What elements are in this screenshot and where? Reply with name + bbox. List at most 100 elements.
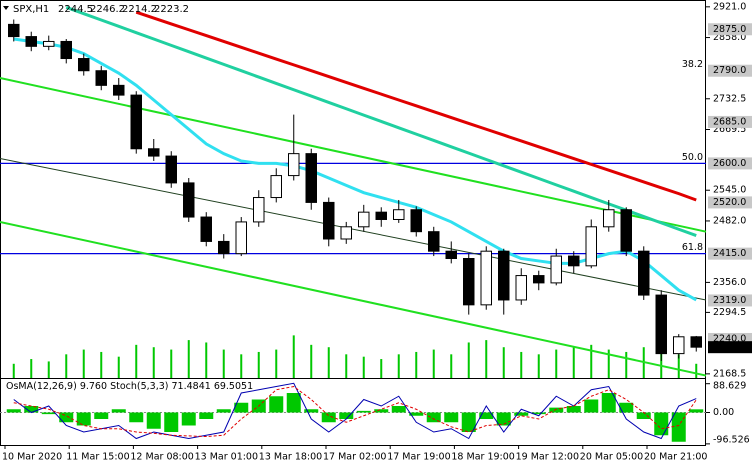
candle-body xyxy=(620,209,632,252)
osma-bar xyxy=(601,393,616,413)
trendline xyxy=(0,220,707,377)
candle-body xyxy=(533,275,545,284)
ohlc-value: 2214.2 xyxy=(122,4,157,15)
y-tick-label: 2669.5 xyxy=(713,124,746,135)
osma-bar xyxy=(146,412,161,429)
osma-bar xyxy=(619,402,634,413)
price-mark-label: 2319.0 xyxy=(713,295,746,306)
fib-label: 38.2 xyxy=(682,59,703,70)
moving-average xyxy=(13,37,697,302)
candle-body xyxy=(428,231,440,252)
candle-body xyxy=(358,211,370,228)
candle-body xyxy=(480,250,492,306)
candle-body xyxy=(375,211,387,220)
candle-body xyxy=(323,201,335,240)
osma-bar xyxy=(94,412,109,419)
osma-bar xyxy=(339,412,354,419)
ohlc-value: 2246.2 xyxy=(90,4,125,15)
osma-bar xyxy=(234,402,249,413)
osma-bar xyxy=(671,412,686,442)
trendline xyxy=(0,77,707,233)
x-tick-label: 13 Mar 18:00 xyxy=(259,452,322,463)
price-mark-label: 2600.0 xyxy=(713,158,746,169)
price-mark-label: 2875.0 xyxy=(713,24,746,35)
candle-body xyxy=(130,94,142,150)
osma-bar xyxy=(164,412,179,432)
volume-bar xyxy=(520,351,523,378)
candle-body xyxy=(200,216,212,242)
osma-bar xyxy=(356,410,371,413)
candle-body xyxy=(393,209,405,220)
x-tick-label: 13 Mar 01:00 xyxy=(195,452,258,463)
y-tick-label: 2482.0 xyxy=(713,215,746,226)
volume-bar xyxy=(677,354,680,378)
x-tick-label: 17 Mar 02:00 xyxy=(323,452,386,463)
fib-label: 50.0 xyxy=(682,152,703,163)
stoch-line xyxy=(13,382,697,440)
candle-body xyxy=(568,255,580,267)
volume-bar xyxy=(65,354,68,378)
x-tick-label: 10 Mar 2020 xyxy=(2,452,62,463)
volume-bar xyxy=(467,342,470,378)
volume-bar xyxy=(30,359,33,378)
osma-bar xyxy=(111,409,126,413)
indicator-legend: OsMA(12,26,9) 9.760 Stoch(5,3,3) 71.4841… xyxy=(6,381,253,392)
volume-bar xyxy=(240,354,243,378)
ohlc-value: 2223.2 xyxy=(154,4,189,15)
ohlc-value: 2244.5 xyxy=(58,4,93,15)
osma-bar xyxy=(76,412,91,426)
osma-bar xyxy=(689,409,704,413)
osma-bar xyxy=(636,412,651,419)
candle-body xyxy=(113,84,125,96)
menu-icon xyxy=(3,6,9,10)
volume-bar xyxy=(135,344,138,378)
osma-bar xyxy=(286,393,301,413)
y-tick-label: 2732.5 xyxy=(713,93,746,104)
x-tick-label: 11 Mar 15:00 xyxy=(66,452,129,463)
volume-bar xyxy=(607,349,610,378)
chart-title: SPX,H1 xyxy=(13,4,49,15)
volume-bar xyxy=(100,351,103,378)
osma-bar xyxy=(374,409,389,413)
osc-tick-label: 88.629 xyxy=(713,381,746,392)
candle-body xyxy=(340,226,352,240)
osma-bar xyxy=(321,412,336,423)
trendline xyxy=(0,158,707,301)
volume-bar xyxy=(555,349,558,378)
osma-bar xyxy=(129,412,144,423)
price-mark-box xyxy=(708,115,752,128)
candle-body xyxy=(235,221,247,255)
osma-bar xyxy=(181,412,196,426)
osma-bar xyxy=(199,412,214,419)
volume-bar xyxy=(310,344,313,378)
osma-bar xyxy=(549,407,564,413)
candle-body xyxy=(95,70,107,86)
volume-bar xyxy=(222,349,225,378)
legend-part: 71.4841 xyxy=(172,381,211,392)
x-tick-label: 20 Mar 21:00 xyxy=(644,452,707,463)
y-tick-label: 2294.5 xyxy=(713,307,746,318)
osma-bar xyxy=(269,396,284,413)
osma-bar xyxy=(409,412,424,416)
osma-bar xyxy=(461,412,476,432)
price-mark-box xyxy=(708,157,752,170)
volume-bar xyxy=(170,349,173,378)
osma-bar xyxy=(6,409,21,413)
volume-bar xyxy=(415,351,418,378)
volume-bar xyxy=(292,335,295,378)
volume-bar xyxy=(695,363,698,378)
candle-body xyxy=(515,275,527,301)
x-tick-label: 12 Mar 08:00 xyxy=(130,452,193,463)
osma-bar xyxy=(531,412,546,415)
candle-body xyxy=(78,58,90,72)
candle-body xyxy=(498,250,510,301)
price-mark-box xyxy=(708,294,752,307)
legend-part: 69.5051 xyxy=(214,381,253,392)
volume-bar xyxy=(537,354,540,378)
candle-body xyxy=(60,40,72,60)
candle-body xyxy=(445,250,457,260)
volume-bar xyxy=(362,356,365,378)
volume-bar xyxy=(432,349,435,378)
price-mark-box xyxy=(708,64,752,77)
price-mark-box xyxy=(708,247,752,260)
